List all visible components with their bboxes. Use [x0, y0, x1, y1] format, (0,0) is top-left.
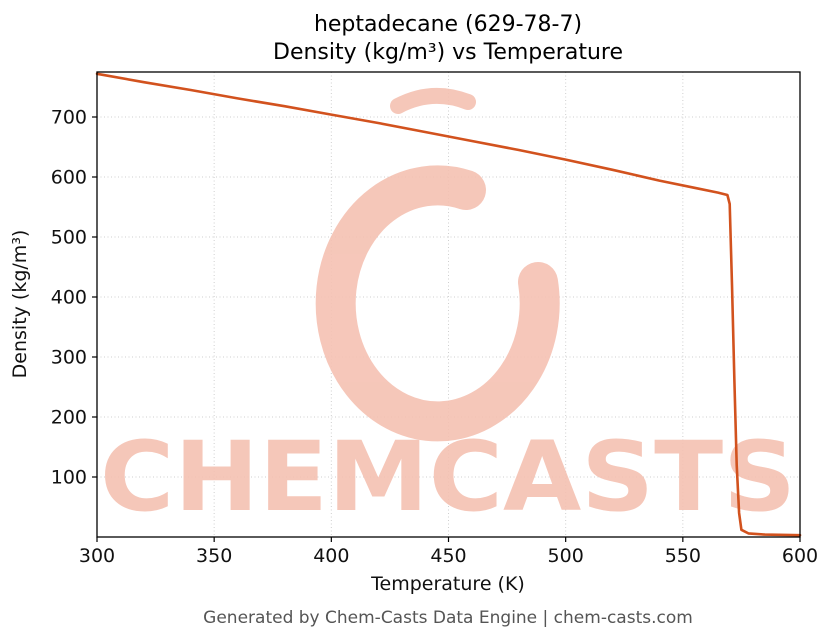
- y-tick-label: 600: [51, 167, 87, 189]
- y-tick-label: 400: [51, 287, 87, 309]
- x-tick-label: 550: [665, 545, 701, 567]
- chart-title: heptadecane (629-78-7): [314, 12, 582, 37]
- y-tick-label: 200: [51, 407, 87, 429]
- x-tick-label: 450: [430, 545, 466, 567]
- axis-layer: 300 350 400 450 500 550 600 100 200 300 400 500 600 7…: [51, 107, 818, 568]
- series-line-density: [95, 72, 802, 537]
- y-tick-label: 700: [51, 107, 87, 129]
- plot-border: [96, 71, 801, 538]
- y-tick-label: 500: [51, 227, 87, 249]
- footer-credit: Generated by Chem-Casts Data Engine | ch…: [203, 608, 693, 628]
- chart-subtitle: Density (kg/m³) vs Temperature: [273, 40, 623, 65]
- x-tick-label: 300: [79, 545, 115, 567]
- y-axis-label: Density (kg/m³): [9, 230, 31, 379]
- watermark-splash-icon: [390, 87, 476, 114]
- watermark-text: CHEMCASTS: [100, 421, 796, 533]
- watermark-swirl-icon: [315, 165, 560, 442]
- x-tick-label: 600: [782, 545, 818, 567]
- x-axis-label: Temperature (K): [370, 573, 525, 595]
- series-layer: [95, 72, 802, 537]
- x-tick-label: 500: [548, 545, 584, 567]
- x-tick-label: 350: [196, 545, 232, 567]
- y-tick-label: 300: [51, 347, 87, 369]
- y-tick-label: 100: [51, 467, 87, 489]
- watermark: CHEMCASTS: [100, 87, 796, 533]
- x-tick-label: 400: [313, 545, 349, 567]
